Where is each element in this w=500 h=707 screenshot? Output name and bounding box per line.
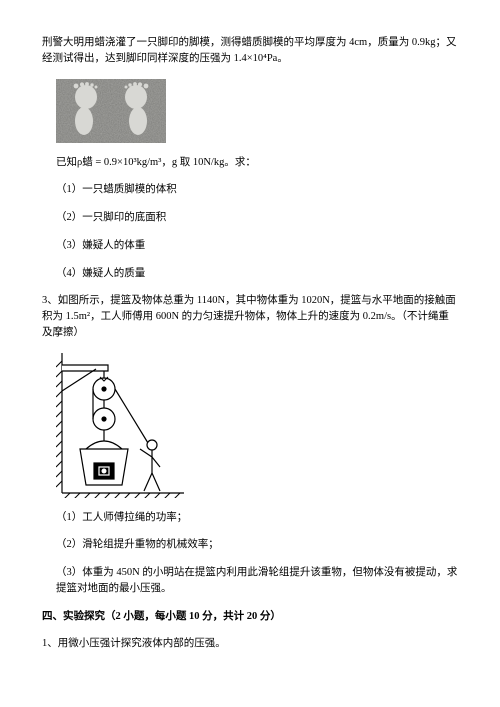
intro-paragraph: 刑警大明用蜡浇灌了一只脚印的脚模，测得蜡质脚模的平均厚度为 4cm，质量为 0.…	[42, 35, 458, 67]
section-4-title: 四、实验探究（2 小题，每小题 10 分，共计 20 分）	[42, 609, 458, 625]
p3-question-2: （2）滑轮组提升重物的机械效率；	[42, 537, 458, 553]
question-1: （1）一只蜡质脚模的体积	[42, 182, 458, 198]
question-3: （3）嫌疑人的体重	[42, 238, 458, 254]
p3-question-1: （1）工人师傅拉绳的功率；	[42, 510, 458, 526]
question-4: （4）嫌疑人的质量	[42, 266, 458, 282]
given-text: 已知ρ蜡 = 0.9×10³kg/m³，g 取 10N/kg。求：	[42, 155, 458, 171]
pulley-image	[56, 353, 458, 498]
question-2: （2）一只脚印的底面积	[42, 210, 458, 226]
problem-3-intro: 3、如图所示，提篮及物体总重为 1140N，其中物体重为 1020N，提篮与水平…	[42, 293, 458, 340]
p3-question-3: （3）体重为 450N 的小明站在提篮内利用此滑轮组提升该重物，但物体没有被提动…	[42, 565, 458, 597]
footprint-image	[56, 79, 458, 143]
s4-question-1: 1、用微小压强计探究液体内部的压强。	[42, 636, 458, 652]
